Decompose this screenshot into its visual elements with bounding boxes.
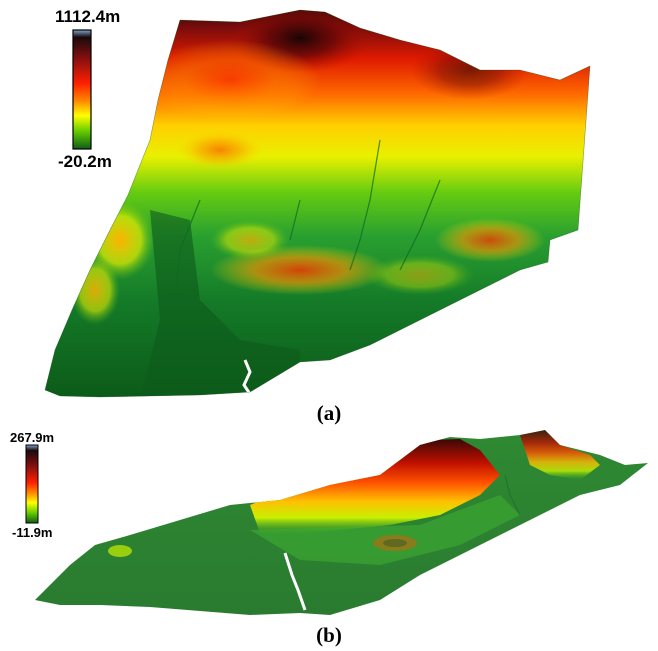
color-scale-bar-a — [72, 29, 92, 150]
terrain-map-b: 267.9m -11.9m — [0, 425, 658, 625]
scale-min-label-b: -11.9m — [12, 525, 53, 540]
color-scale-bar-b — [25, 444, 39, 524]
scale-max-label-a: 1112.4m — [55, 7, 121, 26]
scale-min-label-a: -20.2m — [58, 152, 112, 171]
scale-max-label-b: 267.9m — [10, 430, 55, 445]
caption-a: (a) — [316, 401, 342, 425]
terrain-map-a: 1112.4m -20.2m — [44, 7, 591, 398]
terrain-render-a — [44, 9, 591, 398]
caption-b: (b) — [316, 623, 342, 647]
terrain-render-b — [25, 430, 648, 615]
